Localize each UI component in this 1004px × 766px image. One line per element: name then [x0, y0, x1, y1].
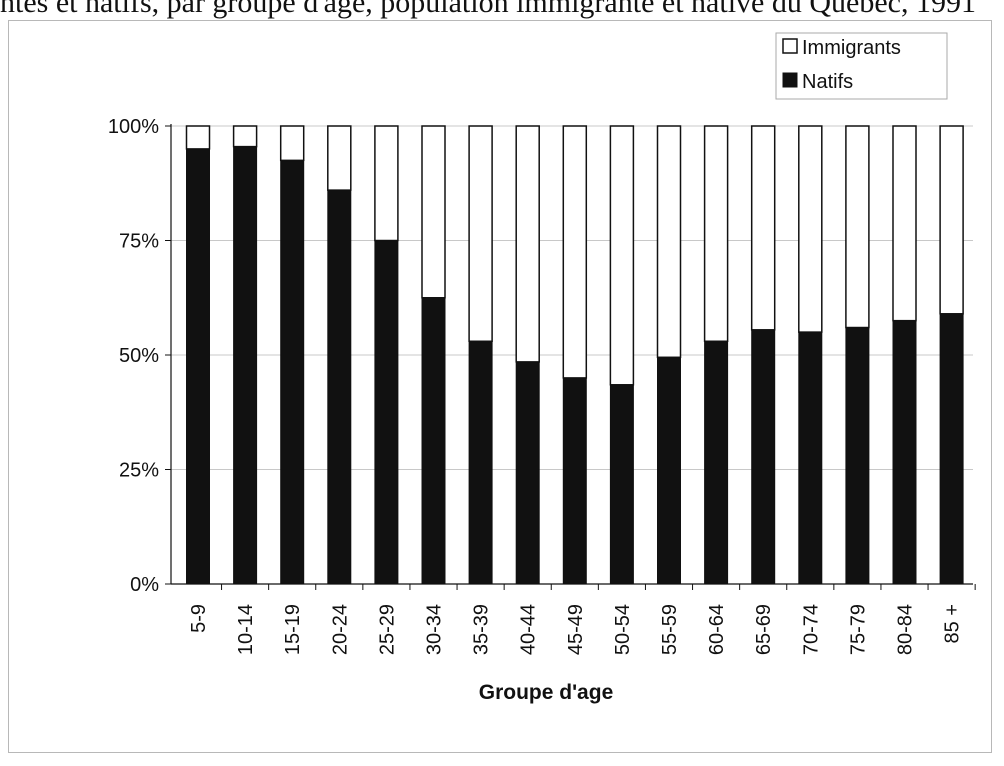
- x-tick-label: 35-39: [471, 604, 493, 655]
- bar-natifs: [421, 297, 446, 585]
- bar-immigrants: [750, 125, 776, 331]
- x-tick-label: 10-14: [235, 604, 257, 655]
- y-tick-label: 100%: [108, 116, 159, 138]
- x-tick-label: 65-69: [753, 604, 775, 655]
- x-tick-label: 40-44: [518, 604, 540, 655]
- bar-natifs: [186, 148, 210, 585]
- bar-natifs: [657, 356, 681, 585]
- bar-natifs: [280, 159, 305, 585]
- legend: Immigrants Natifs: [775, 32, 948, 100]
- bar-natifs: [233, 146, 258, 585]
- bar-natifs: [374, 240, 399, 585]
- bar-natifs: [751, 329, 776, 585]
- bar-immigrants: [421, 125, 446, 299]
- y-tick-label: 25%: [119, 460, 159, 482]
- bar-natifs: [515, 361, 540, 585]
- bar-natifs: [845, 327, 870, 585]
- bar-immigrants: [327, 125, 352, 191]
- bar-immigrants: [562, 125, 588, 379]
- x-axis-title: Groupe d'age: [479, 681, 614, 704]
- x-tick-label: 55-59: [659, 604, 681, 655]
- x-tick-label: 5-9: [188, 604, 210, 633]
- stacked-bar-chart: 0% 25% 50% 75% 100% 5-9 10-14 15-19 20-24 25-29 3…: [108, 32, 976, 704]
- figure-caption: ntés et natifs, par groupe d'âge, popula…: [0, 0, 976, 19]
- bar-immigrants: [468, 125, 493, 343]
- x-tick-label: 30-34: [424, 604, 446, 655]
- legend-label-natifs: Natifs: [802, 71, 853, 93]
- legend-label-immigrants: Immigrants: [802, 37, 901, 59]
- x-tick-label: 20-24: [329, 604, 351, 655]
- bar-immigrants: [609, 125, 635, 386]
- x-tick-label: 50-54: [612, 604, 634, 655]
- x-tick-labels: 5-9 10-14 15-19 20-24 25-29 30-34 35-39 40-44 45…: [188, 604, 964, 655]
- bar-immigrants: [845, 125, 870, 329]
- x-tick-label: 15-19: [282, 604, 304, 655]
- bar-immigrants: [703, 125, 729, 343]
- axes: [165, 124, 976, 590]
- bar-immigrants: [279, 125, 305, 162]
- y-tick-label: 50%: [119, 345, 159, 367]
- bar-natifs: [892, 320, 917, 585]
- x-tick-label: 60-64: [706, 604, 728, 655]
- y-tick-labels: 0% 25% 50% 75% 100%: [108, 116, 159, 596]
- x-tick-label: 25-29: [376, 604, 398, 655]
- bar-immigrants: [185, 125, 211, 150]
- bar-immigrants: [374, 125, 399, 242]
- x-tick-label: 80-84: [895, 604, 917, 655]
- bar-immigrants: [232, 125, 258, 148]
- bar-immigrants: [892, 125, 917, 322]
- bar-immigrants: [798, 125, 823, 333]
- chart-frame: 0% 25% 50% 75% 100% 5-9 10-14 15-19 20-24 25-29 3…: [8, 20, 992, 753]
- bar-natifs: [562, 377, 587, 585]
- bar-natifs: [609, 384, 634, 585]
- legend-swatch-immigrants: [782, 38, 798, 54]
- y-tick-label: 75%: [119, 231, 159, 253]
- bars: [185, 125, 964, 585]
- bar-natifs: [468, 340, 493, 585]
- x-tick-label: 75-79: [847, 604, 869, 655]
- x-tick-label: 45-49: [565, 604, 587, 655]
- bar-immigrants: [939, 125, 964, 315]
- bar-natifs: [327, 189, 352, 585]
- legend-box: [775, 32, 948, 100]
- x-tick-label: 70-74: [800, 604, 822, 655]
- bar-natifs: [704, 340, 729, 585]
- bar-immigrants: [656, 125, 682, 359]
- legend-swatch-natifs: [782, 72, 798, 88]
- x-tick-label: 85 +: [942, 604, 964, 643]
- bar-natifs: [798, 331, 823, 585]
- bar-immigrants: [515, 125, 540, 363]
- y-tick-label: 0%: [130, 574, 159, 596]
- bar-natifs: [939, 313, 964, 585]
